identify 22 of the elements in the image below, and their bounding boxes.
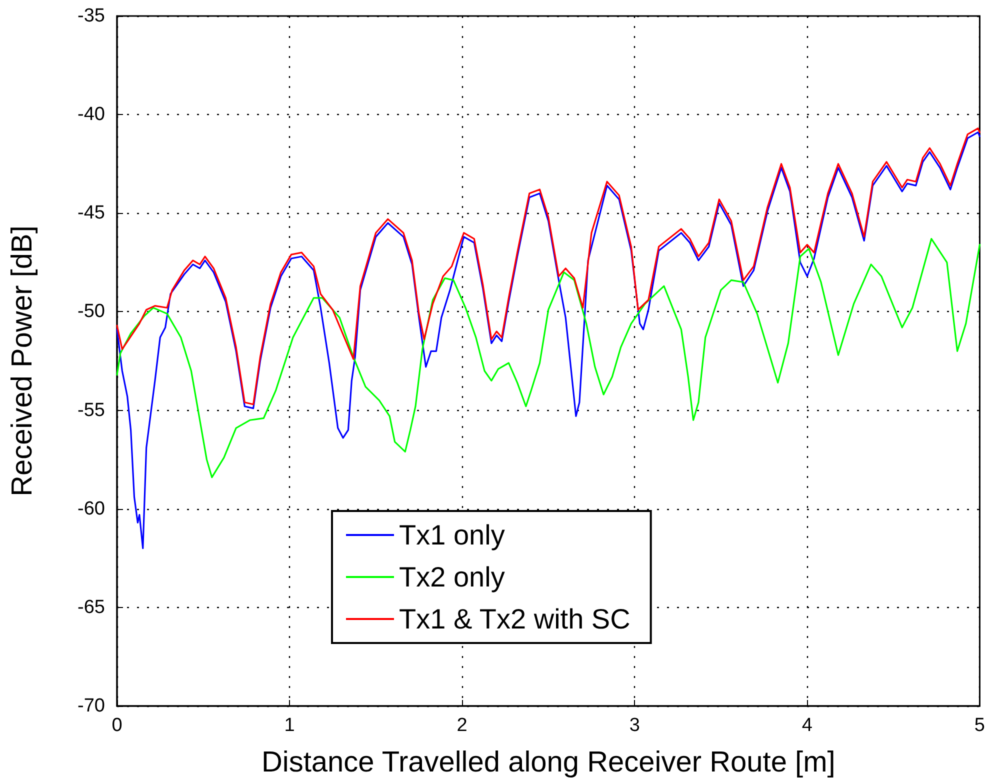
y-axis-title: Received Power [dB] <box>6 226 38 496</box>
x-tick-label: 2 <box>456 715 468 736</box>
y-tick-label: -55 <box>78 400 105 421</box>
line-series <box>116 132 981 550</box>
y-tick-label: -70 <box>78 696 105 716</box>
line-series <box>116 238 981 478</box>
y-tick-label: -40 <box>78 104 105 126</box>
y-tick-label: -50 <box>78 301 105 322</box>
legend-label: Tx1 & Tx2 with SC <box>399 604 630 634</box>
legend-label: Tx2 only <box>399 562 505 592</box>
x-tick-label: 5 <box>974 715 986 736</box>
line-series <box>116 128 981 406</box>
legend-label: Tx1 only <box>399 520 505 550</box>
y-tick-label: -60 <box>78 498 105 520</box>
x-tick-label: 0 <box>112 715 122 736</box>
x-tick-label: 3 <box>629 715 640 736</box>
x-tick-label: 4 <box>802 715 813 736</box>
x-axis-title: Distance Travelled along Receiver Route [m] <box>261 746 836 778</box>
y-tick-label: -65 <box>78 596 105 618</box>
y-tick-label: -45 <box>78 202 105 224</box>
x-tick-label: 1 <box>284 715 295 736</box>
y-tick-label: -35 <box>78 6 105 26</box>
